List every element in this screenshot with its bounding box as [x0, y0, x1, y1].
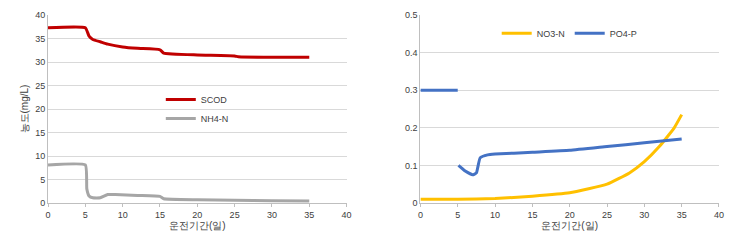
- svg-text:0.4: 0.4: [405, 48, 418, 58]
- svg-text:40: 40: [342, 210, 352, 220]
- svg-text:0: 0: [40, 198, 45, 208]
- svg-text:20: 20: [35, 104, 45, 114]
- svg-text:5: 5: [83, 210, 88, 220]
- svg-text:운전기간(일): 운전기간(일): [541, 220, 598, 231]
- svg-text:5: 5: [40, 175, 45, 185]
- svg-text:25: 25: [230, 210, 240, 220]
- svg-text:40: 40: [714, 210, 724, 220]
- svg-text:0.3: 0.3: [405, 85, 418, 95]
- svg-text:0.5: 0.5: [405, 10, 418, 20]
- svg-text:NH4-N: NH4-N: [201, 114, 229, 124]
- svg-text:10: 10: [35, 151, 45, 161]
- svg-text:15: 15: [527, 210, 537, 220]
- svg-text:10: 10: [490, 210, 500, 220]
- svg-text:30: 30: [267, 210, 277, 220]
- svg-text:15: 15: [155, 210, 165, 220]
- svg-text:10: 10: [118, 210, 128, 220]
- svg-text:0.2: 0.2: [405, 123, 418, 133]
- svg-text:20: 20: [192, 210, 202, 220]
- svg-text:농도(mg/L): 농도(mg/L): [19, 85, 30, 134]
- svg-text:0.1: 0.1: [405, 161, 418, 171]
- svg-text:35: 35: [304, 210, 314, 220]
- svg-text:30: 30: [639, 210, 649, 220]
- svg-text:PO4-P: PO4-P: [610, 29, 637, 39]
- svg-text:15: 15: [35, 128, 45, 138]
- svg-text:NO3-N: NO3-N: [537, 29, 565, 39]
- svg-text:30: 30: [35, 57, 45, 67]
- svg-text:5: 5: [455, 210, 460, 220]
- svg-text:0: 0: [413, 198, 418, 208]
- svg-text:35: 35: [35, 34, 45, 44]
- svg-text:40: 40: [35, 10, 45, 20]
- svg-text:25: 25: [602, 210, 612, 220]
- svg-text:25: 25: [35, 81, 45, 91]
- svg-text:SCOD: SCOD: [201, 95, 228, 105]
- svg-text:운전기간(일): 운전기간(일): [169, 220, 226, 231]
- svg-text:0: 0: [45, 210, 50, 220]
- svg-text:0: 0: [418, 210, 423, 220]
- svg-text:20: 20: [565, 210, 575, 220]
- svg-text:35: 35: [677, 210, 687, 220]
